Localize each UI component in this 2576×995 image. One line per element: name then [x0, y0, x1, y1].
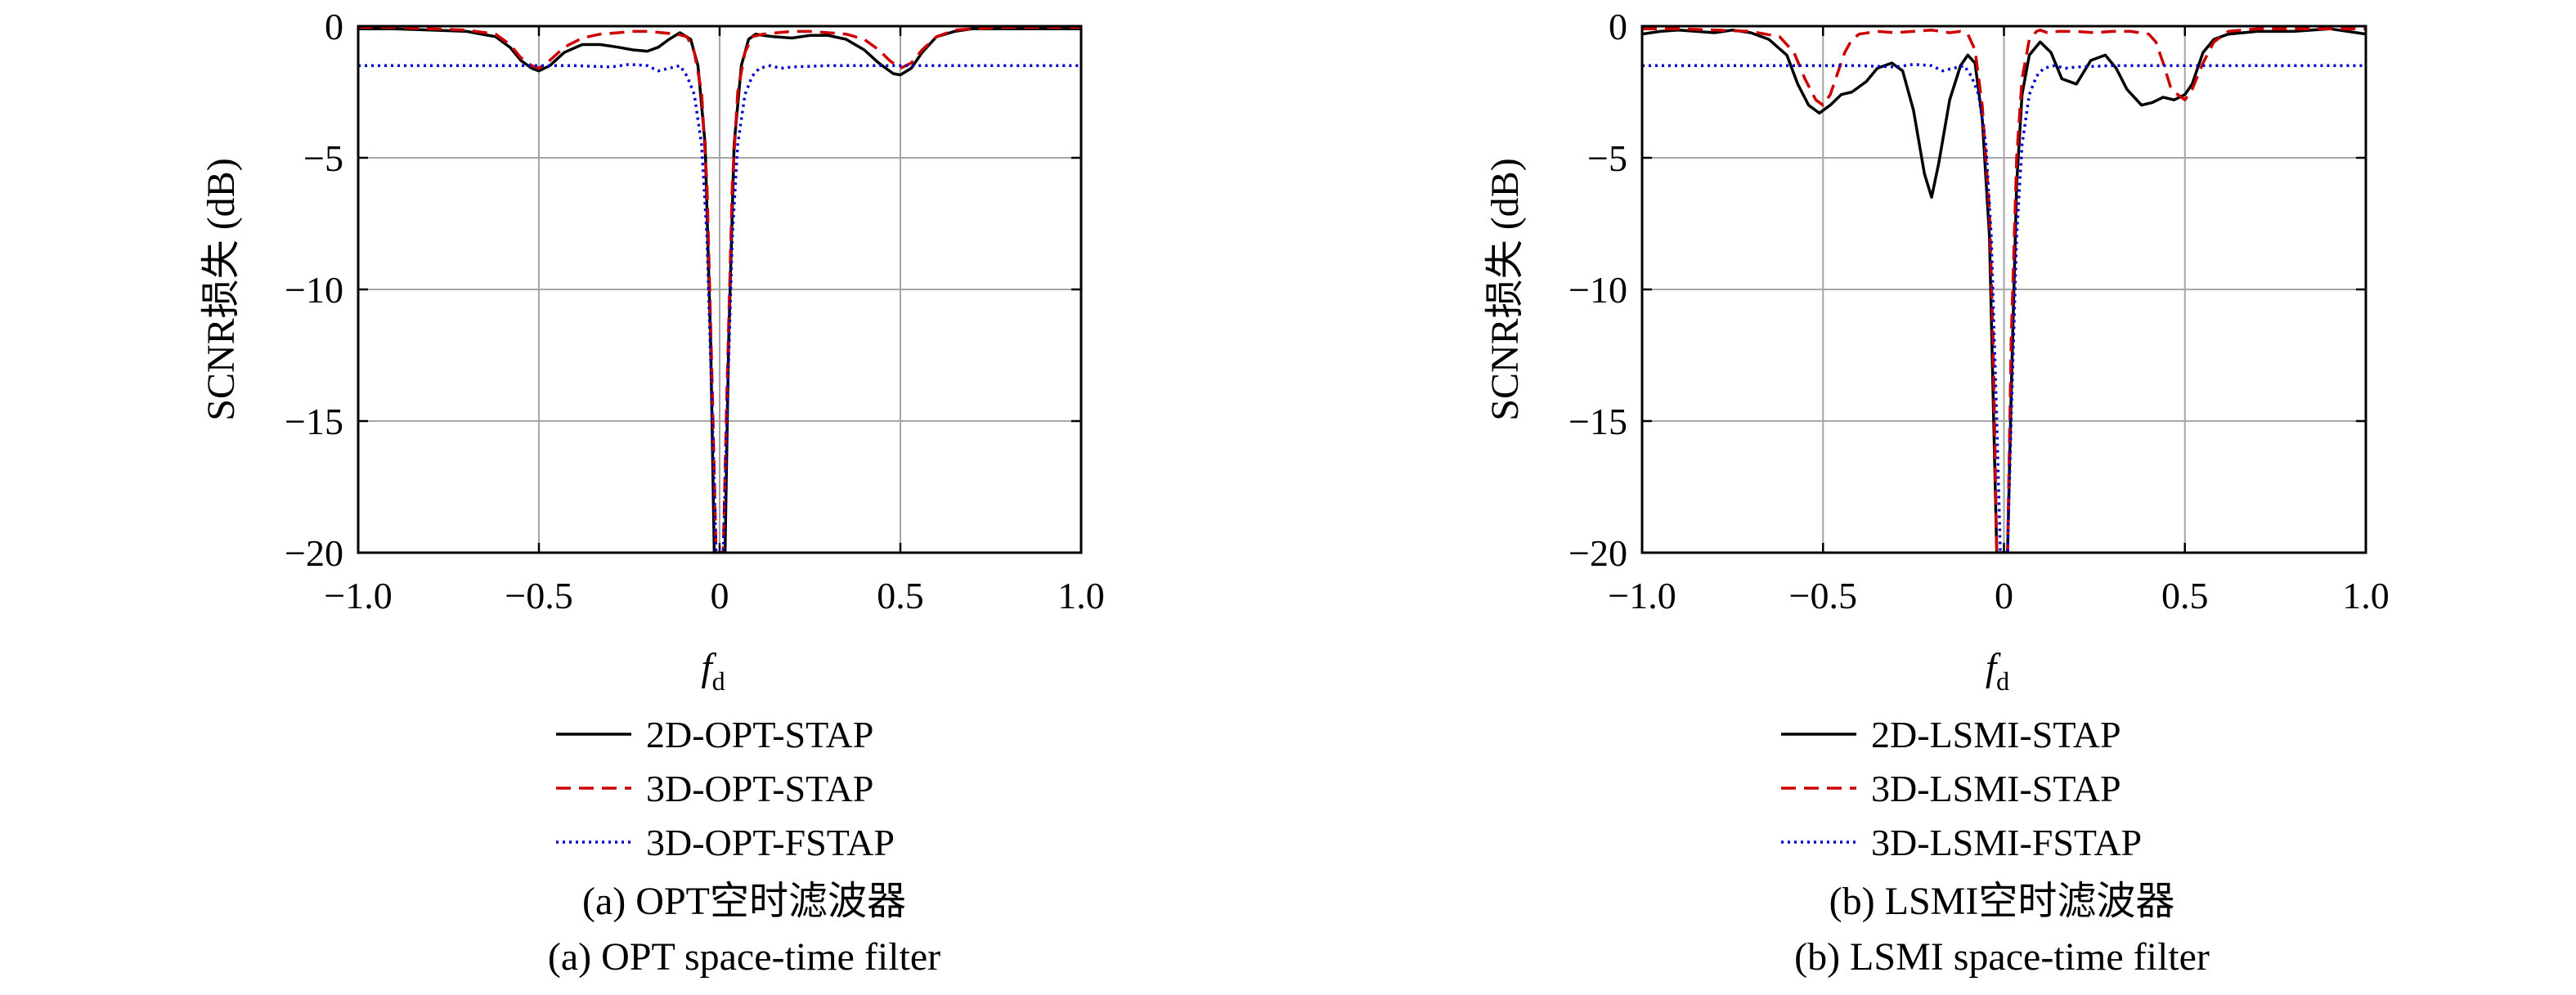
y-tick-label: −20 [285, 532, 343, 574]
series-line-3d-lsmi-stap [1642, 27, 2366, 553]
x-tick-label: −1.0 [324, 575, 392, 616]
y-axis-label: SCNR损失 (dB) [200, 158, 243, 420]
chart-opt: −1.0 −0.5 0 0.5 1.0 0 −5 −10 −15 −20 SCNR损失 (dB) fd… [200, 6, 1105, 979]
caption-english: (a) OPT space-time filter [548, 935, 940, 979]
y-tick-label: −20 [1568, 532, 1627, 574]
x-tick-label: 0.5 [877, 575, 924, 616]
x-tick-label: 1.0 [1057, 575, 1105, 616]
x-tick-label: 0 [711, 575, 729, 616]
legend: 2D-OPT-STAP 3D-OPT-STAP 3D-OPT-FSTAP [556, 714, 895, 863]
y-tick-label: −15 [1568, 401, 1627, 442]
x-tick-label: 0 [1995, 575, 2013, 616]
caption-chinese: (a) OPT空时滤波器 [582, 880, 906, 923]
caption-english: (b) LSMI space-time filter [1794, 935, 2210, 979]
y-axis-label: SCNR损失 (dB) [1483, 158, 1527, 420]
y-tick-label: −15 [285, 401, 343, 442]
legend-label: 3D-LSMI-FSTAP [1871, 822, 2142, 863]
legend-label: 3D-LSMI-STAP [1871, 768, 2121, 809]
legend-label: 2D-OPT-STAP [646, 714, 873, 755]
y-tick-label: −10 [1568, 269, 1627, 311]
x-tick-label: −0.5 [1789, 575, 1857, 616]
series-line-2d-opt-stap [358, 27, 1081, 553]
y-tick-label: 0 [325, 6, 343, 47]
x-tick-label: 0.5 [2161, 575, 2209, 616]
x-tick-label: −0.5 [505, 575, 572, 616]
y-tick-label: −5 [1587, 137, 1627, 179]
legend: 2D-LSMI-STAP 3D-LSMI-STAP 3D-LSMI-FSTAP [1781, 714, 2142, 863]
y-tick-label: −5 [303, 137, 343, 179]
legend-label: 3D-OPT-FSTAP [646, 822, 895, 863]
x-tick-label: −1.0 [1608, 575, 1676, 616]
y-tick-label: 0 [1609, 6, 1627, 47]
x-axis-label: fd [1986, 646, 2009, 696]
chart-lsmi: −1.0 −0.5 0 0.5 1.0 0 −5 −10 −15 −20 SCNR损失 (dB) fd… [1483, 6, 2390, 979]
legend-label: 2D-LSMI-STAP [1871, 714, 2121, 755]
x-axis-label: fd [701, 646, 725, 696]
x-tick-label: 1.0 [2342, 575, 2390, 616]
series-line-3d-opt-fstap [358, 62, 1081, 553]
series-line-3d-opt-stap [358, 26, 1081, 553]
y-tick-label: −10 [285, 269, 343, 311]
caption-chinese: (b) LSMI空时滤波器 [1829, 880, 2175, 923]
series-line-2d-lsmi-stap [1642, 27, 2366, 553]
legend-label: 3D-OPT-STAP [646, 768, 873, 809]
